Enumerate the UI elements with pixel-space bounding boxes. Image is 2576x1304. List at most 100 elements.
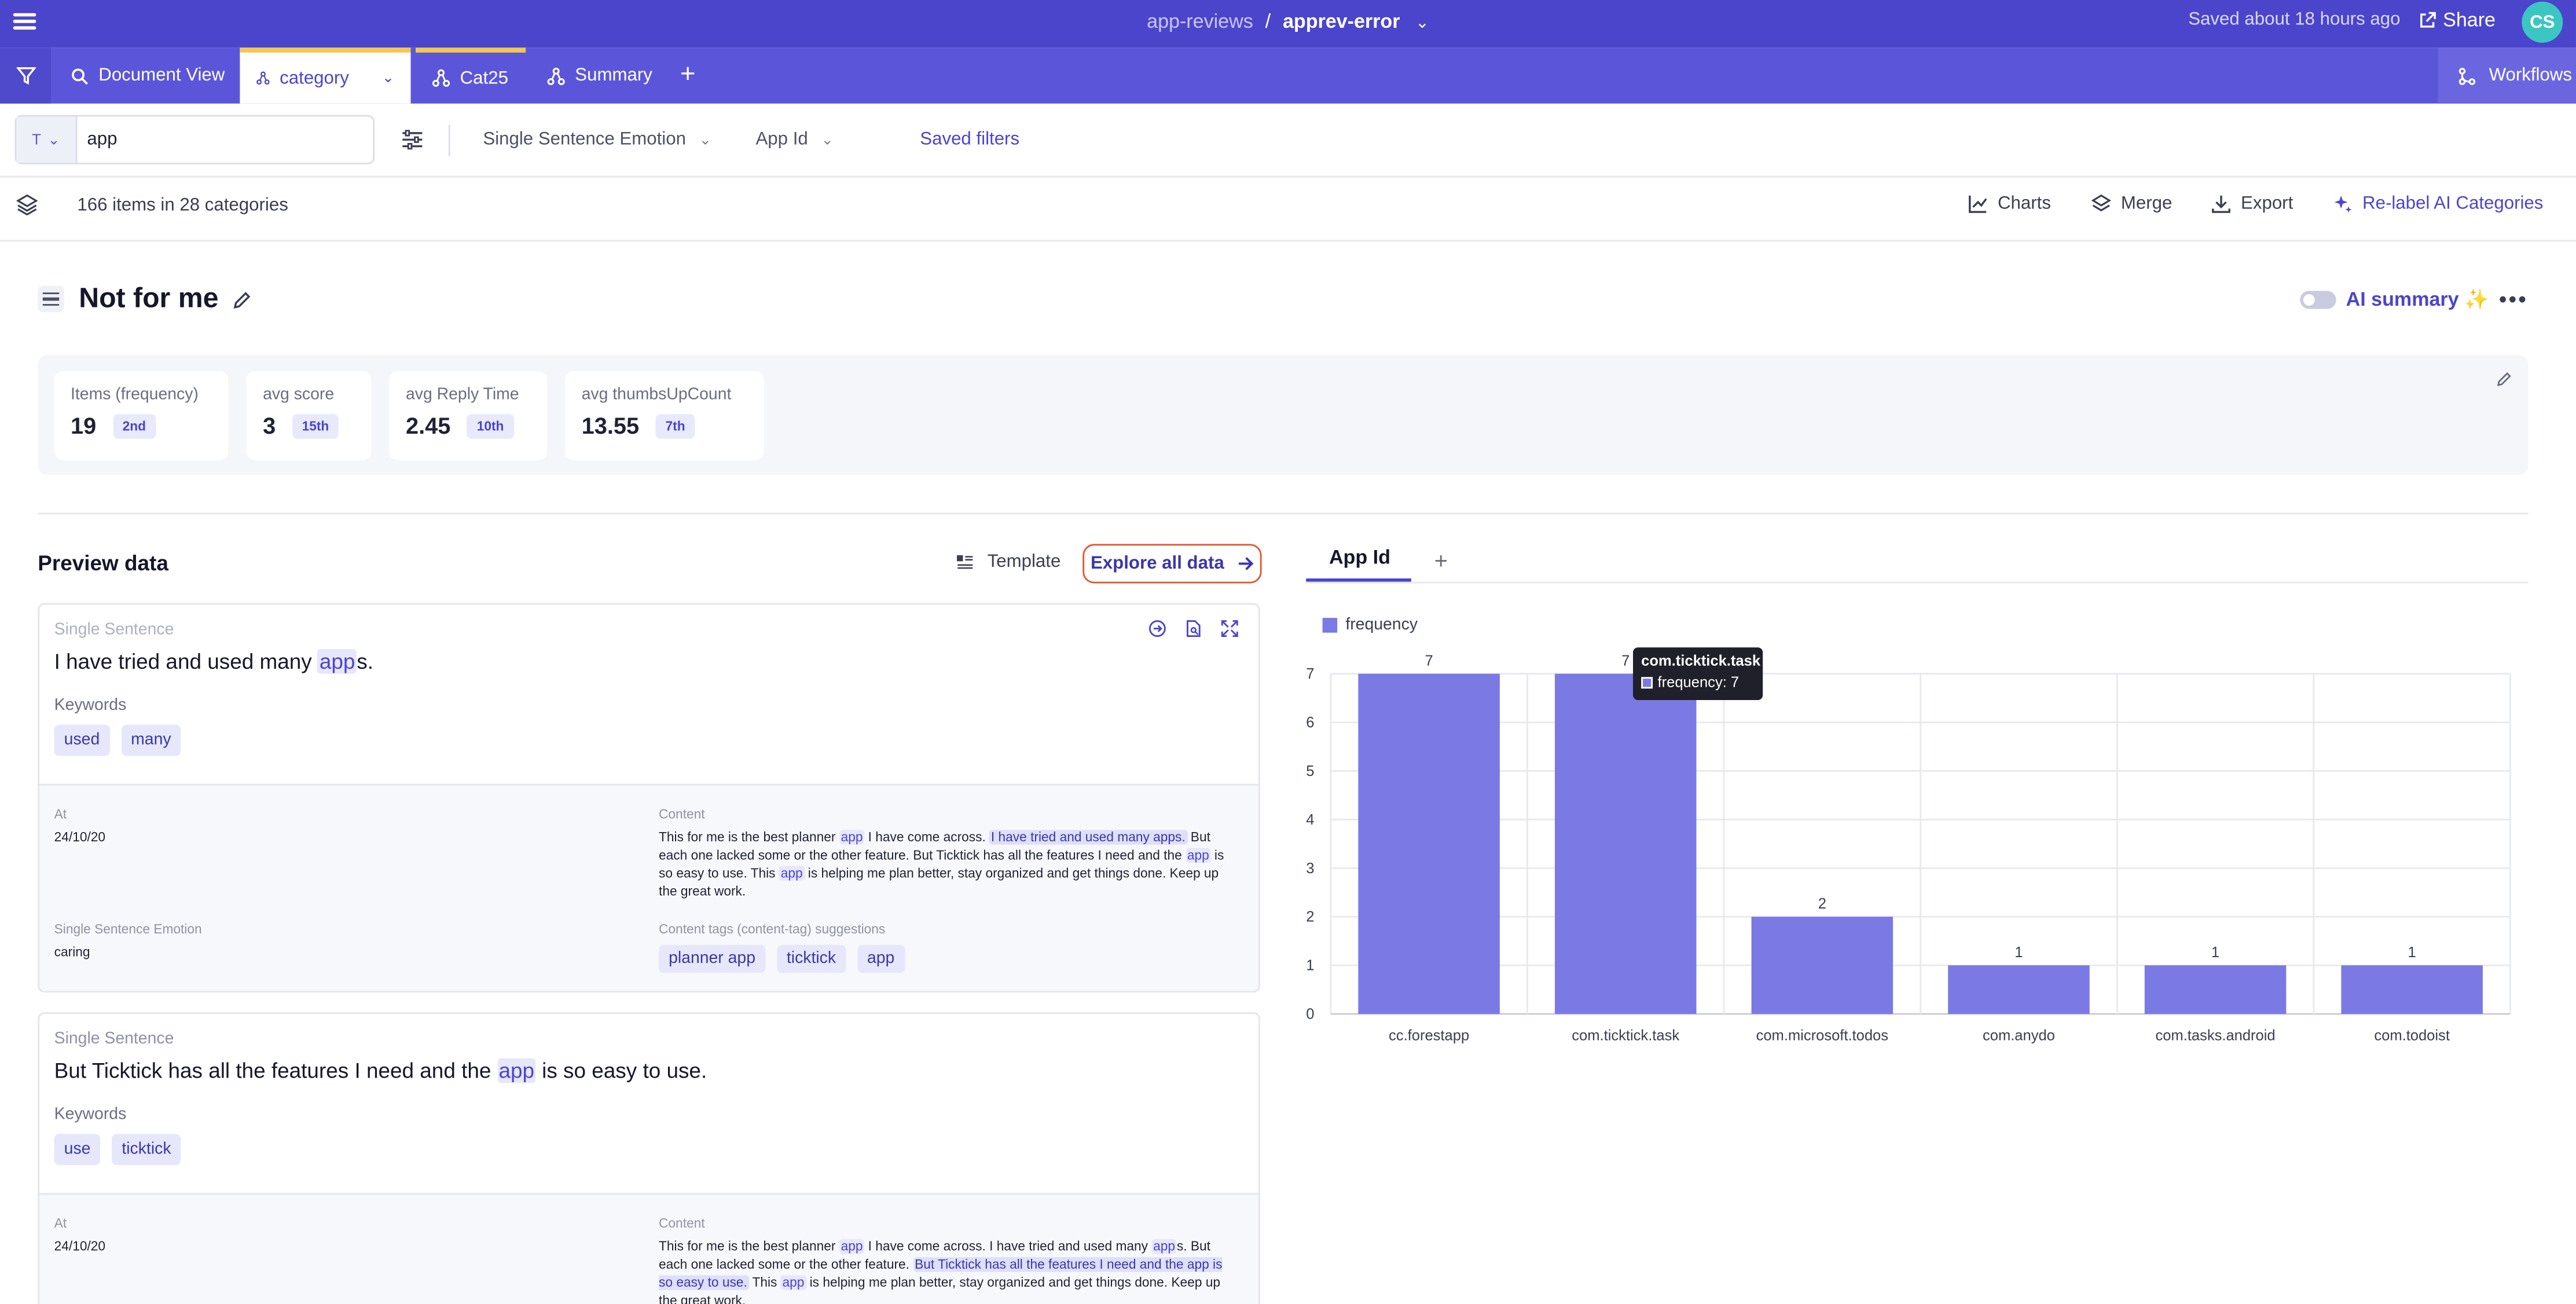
ai-summary-toggle[interactable] xyxy=(2300,291,2336,309)
content-label: Content xyxy=(659,807,705,822)
bar[interactable] xyxy=(2341,965,2483,1014)
emotion-filter-label: Single Sentence Emotion xyxy=(483,130,686,150)
workflow-icon xyxy=(2458,67,2476,85)
x-tick-label: com.ticktick.task xyxy=(1572,1027,1679,1043)
content-tag-chip[interactable]: app xyxy=(857,944,905,973)
layers-icon[interactable] xyxy=(16,194,38,215)
merge-button[interactable]: Merge xyxy=(2091,193,2173,214)
app-id-filter-dropdown[interactable]: App Id ⌄ xyxy=(755,130,833,149)
template-label: Template xyxy=(987,552,1061,572)
content-tags-label: Content tags (content-tag) suggestions xyxy=(659,922,886,937)
keyword-chip[interactable]: many xyxy=(121,724,181,756)
document-search-icon[interactable] xyxy=(1184,620,1202,638)
breadcrumb-project[interactable]: app-reviews xyxy=(1147,10,1253,33)
y-tick-label: 3 xyxy=(1306,860,1314,877)
chart-legend[interactable]: frequency xyxy=(1322,616,1418,634)
chart-tooltip: com.ticktick.task frequency: 7 xyxy=(1632,647,1763,700)
sentence-text: But Ticktick has all the features I need… xyxy=(54,1058,707,1083)
export-button[interactable]: Export xyxy=(2211,194,2293,214)
stat-rank-badge: 10th xyxy=(467,413,514,438)
tab-label: Document View xyxy=(98,65,225,86)
bar[interactable] xyxy=(1358,673,1500,1014)
stat-label: avg Reply Time xyxy=(405,386,519,405)
merge-label: Merge xyxy=(2120,193,2173,214)
expand-icon[interactable] xyxy=(1221,620,1239,638)
template-button[interactable]: Template xyxy=(956,552,1061,572)
tab-summary[interactable]: Summary xyxy=(531,47,669,103)
x-tick-label: cc.forestapp xyxy=(1389,1027,1469,1043)
stat-card: avg thumbsUpCount 13.55 7th xyxy=(565,371,764,460)
chevron-down-icon: ⌄ xyxy=(821,131,834,148)
bar-value-label: 2 xyxy=(1818,896,1826,912)
bar[interactable] xyxy=(1751,917,1894,1014)
tab-cat25[interactable]: Cat25 xyxy=(416,47,526,103)
bar-value-label: 7 xyxy=(1621,653,1630,669)
explore-all-data-button[interactable]: Explore all data xyxy=(1082,544,1262,584)
avatar[interactable]: CS xyxy=(2522,1,2563,43)
content-tag-chip[interactable]: ticktick xyxy=(776,944,846,973)
field-type-label: T xyxy=(32,131,41,148)
content-tag-chip[interactable]: planner app xyxy=(659,944,766,973)
tab-category[interactable]: category ⌄ xyxy=(240,47,411,104)
filter-toggle-button[interactable] xyxy=(0,47,51,104)
stat-card: avg Reply Time 2.45 10th xyxy=(389,371,548,460)
share-button[interactable]: Share xyxy=(2419,8,2496,31)
add-chart-plus-icon[interactable]: + xyxy=(1434,547,1448,574)
at-label: At xyxy=(54,1216,67,1231)
pencil-icon[interactable] xyxy=(232,291,251,310)
sliders-icon[interactable] xyxy=(401,130,424,150)
breadcrumb-document[interactable]: apprev-error xyxy=(1282,10,1400,33)
category-list-icon[interactable] xyxy=(38,285,64,313)
stat-rank-badge: 2nd xyxy=(112,413,156,438)
ai-summary-label[interactable]: AI summary ✨ xyxy=(2346,288,2489,311)
emotion-filter-dropdown[interactable]: Single Sentence Emotion ⌄ xyxy=(483,130,711,149)
hamburger-menu-icon[interactable] xyxy=(13,10,36,33)
chevron-down-icon[interactable]: ⌄ xyxy=(381,69,395,86)
preview-card[interactable]: Single Sentence But Ticktick has all the… xyxy=(38,1012,1260,1304)
navigate-circle-icon[interactable] xyxy=(1148,620,1166,638)
bar[interactable] xyxy=(1554,673,1697,1014)
filter-row: T ⌄ Single Sentence Emotion ⌄ App Id ⌄ Sav… xyxy=(0,104,2576,178)
charts-button[interactable]: Charts xyxy=(1968,194,2051,214)
stats-panel: Items (frequency) 19 2nd avg score 3 15th … xyxy=(38,355,2529,475)
saved-filters-link[interactable]: Saved filters xyxy=(920,130,1020,150)
graph-icon xyxy=(432,69,450,87)
search-input[interactable] xyxy=(87,124,366,155)
at-value: 24/10/20 xyxy=(54,830,106,845)
template-icon xyxy=(957,555,973,569)
bar[interactable] xyxy=(1948,965,2090,1014)
y-tick-label: 2 xyxy=(1306,909,1314,925)
sentence-text: I have tried and used many app s. xyxy=(54,649,373,674)
keyword-chip[interactable]: used xyxy=(54,724,110,756)
y-tick-label: 0 xyxy=(1306,1006,1314,1023)
chevron-down-icon: ⌄ xyxy=(699,131,712,148)
add-tab-plus-icon[interactable]: + xyxy=(680,61,696,89)
x-tick-label: com.anydo xyxy=(1983,1027,2055,1043)
x-tick-label: com.tasks.android xyxy=(2155,1027,2275,1043)
field-type-select[interactable]: T ⌄ xyxy=(16,116,78,163)
more-options-icon[interactable]: ••• xyxy=(2498,285,2528,313)
stat-label: avg score xyxy=(263,386,335,405)
chevron-down-icon[interactable]: ⌄ xyxy=(1415,14,1429,33)
bar[interactable] xyxy=(2144,965,2287,1014)
relabel-label: Re-label AI Categories xyxy=(2362,193,2544,214)
y-tick-label: 5 xyxy=(1306,763,1314,779)
pencil-icon[interactable] xyxy=(2496,371,2512,387)
search-box: T ⌄ xyxy=(14,115,375,164)
keyword-chip[interactable]: use xyxy=(54,1134,101,1166)
stat-value: 3 xyxy=(263,412,276,439)
workflows-label: Workflows xyxy=(2489,65,2572,86)
stat-value: 2.45 xyxy=(405,412,451,439)
keyword-chip[interactable]: ticktick xyxy=(112,1134,181,1166)
explore-label: Explore all data xyxy=(1090,554,1224,574)
chart-tab-app-id[interactable]: App Id xyxy=(1306,545,1411,582)
legend-swatch xyxy=(1322,618,1338,633)
workflows-button[interactable]: Workflows xyxy=(2438,47,2576,104)
preview-card[interactable]: Single Sentence I have tried and used ma… xyxy=(38,603,1260,993)
breadcrumb-separator: / xyxy=(1265,10,1271,33)
graph-icon xyxy=(547,67,565,85)
tab-document-view[interactable]: Document View xyxy=(54,47,241,103)
bar-value-label: 1 xyxy=(2014,944,2023,961)
relabel-ai-categories-button[interactable]: Re-label AI Categories xyxy=(2333,194,2543,214)
content-text: This for me is the best planner app I ha… xyxy=(659,1239,1223,1304)
